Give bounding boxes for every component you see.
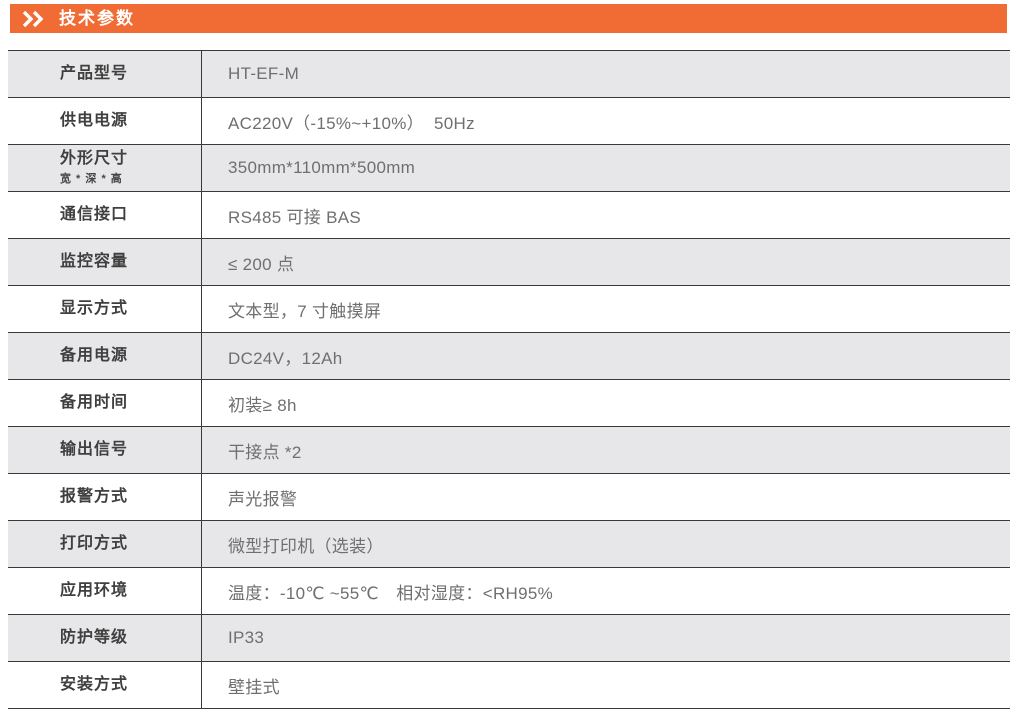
spec-value: 初装≥ 8h [228, 395, 297, 415]
spec-label-cell: 备用电源 [8, 333, 202, 379]
table-row: 供电电源 AC220V（-15%~+10%） 50Hz [8, 98, 1010, 145]
spec-value: 声光报警 [228, 489, 298, 509]
table-row: 应用环境 温度：-10℃ ~55℃ 相对湿度：<RH95% [8, 568, 1010, 615]
section-header: 技术参数 [10, 4, 1007, 33]
spec-value: 温度：-10℃ ~55℃ 相对湿度：<RH95% [228, 583, 554, 603]
spec-label: 外形尺寸 [60, 149, 129, 167]
double-chevron-right-icon [21, 10, 47, 28]
spec-label: 应用环境 [60, 581, 129, 599]
spec-label: 产品型号 [60, 64, 129, 82]
table-row: 备用时间 初装≥ 8h [8, 380, 1010, 427]
spec-value: HT-EF-M [228, 64, 300, 83]
table-row: 安装方式 壁挂式 [8, 662, 1010, 709]
spec-label: 输出信号 [60, 440, 129, 458]
table-row: 产品型号 HT-EF-M [8, 51, 1010, 98]
spec-label-cell: 防护等级 [8, 615, 202, 661]
spec-label: 监控容量 [60, 252, 129, 270]
spec-label: 通信接口 [60, 205, 129, 223]
section-title: 技术参数 [59, 8, 135, 28]
spec-label-cell: 应用环境 [8, 568, 202, 614]
spec-label-cell: 监控容量 [8, 239, 202, 285]
table-row: 备用电源 DC24V，12Ah [8, 333, 1010, 380]
table-row: 监控容量 ≤ 200 点 [8, 239, 1010, 286]
spec-label: 防护等级 [60, 628, 129, 646]
table-row: 显示方式 文本型，7 寸触摸屏 [8, 286, 1010, 333]
spec-value: RS485 可接 BAS [228, 207, 362, 227]
spec-label: 打印方式 [60, 534, 129, 552]
spec-label: 显示方式 [60, 299, 129, 317]
spec-label-cell: 供电电源 [8, 98, 202, 144]
spec-label-cell: 安装方式 [8, 662, 202, 708]
table-row: 防护等级 IP33 [8, 615, 1010, 662]
spec-label-cell: 输出信号 [8, 427, 202, 473]
spec-table: 产品型号 HT-EF-M 供电电源 AC220V（-15%~+10%） 50Hz 外形尺… [8, 50, 1010, 709]
spec-label: 备用电源 [60, 346, 129, 364]
table-row: 外形尺寸宽 * 深 * 高 350mm*110mm*500mm [8, 145, 1010, 192]
spec-label-cell: 通信接口 [8, 192, 202, 238]
spec-sublabel: 宽 * 深 * 高 [60, 173, 123, 186]
spec-value: AC220V（-15%~+10%） 50Hz [228, 113, 475, 133]
spec-label-cell: 打印方式 [8, 521, 202, 567]
spec-label: 供电电源 [60, 111, 129, 129]
spec-label-cell: 报警方式 [8, 474, 202, 520]
spec-label: 备用时间 [60, 393, 129, 411]
spec-value: DC24V，12Ah [228, 348, 343, 368]
spec-label-cell: 显示方式 [8, 286, 202, 332]
spec-label-cell: 产品型号 [8, 51, 202, 97]
table-row: 打印方式 微型打印机（选装） [8, 521, 1010, 568]
spec-value: 壁挂式 [228, 677, 280, 697]
spec-label: 报警方式 [60, 487, 129, 505]
spec-value: 干接点 *2 [228, 442, 302, 462]
spec-label: 安装方式 [60, 675, 129, 693]
spec-label-cell: 外形尺寸宽 * 深 * 高 [8, 145, 202, 191]
spec-value: ≤ 200 点 [228, 254, 295, 274]
spec-value: IP33 [228, 628, 265, 647]
spec-label-cell: 备用时间 [8, 380, 202, 426]
spec-value: 文本型，7 寸触摸屏 [228, 301, 382, 321]
table-row: 报警方式 声光报警 [8, 474, 1010, 521]
table-row: 输出信号 干接点 *2 [8, 427, 1010, 474]
spec-value: 350mm*110mm*500mm [228, 158, 416, 177]
table-row: 通信接口 RS485 可接 BAS [8, 192, 1010, 239]
spec-value: 微型打印机（选装） [228, 536, 384, 556]
